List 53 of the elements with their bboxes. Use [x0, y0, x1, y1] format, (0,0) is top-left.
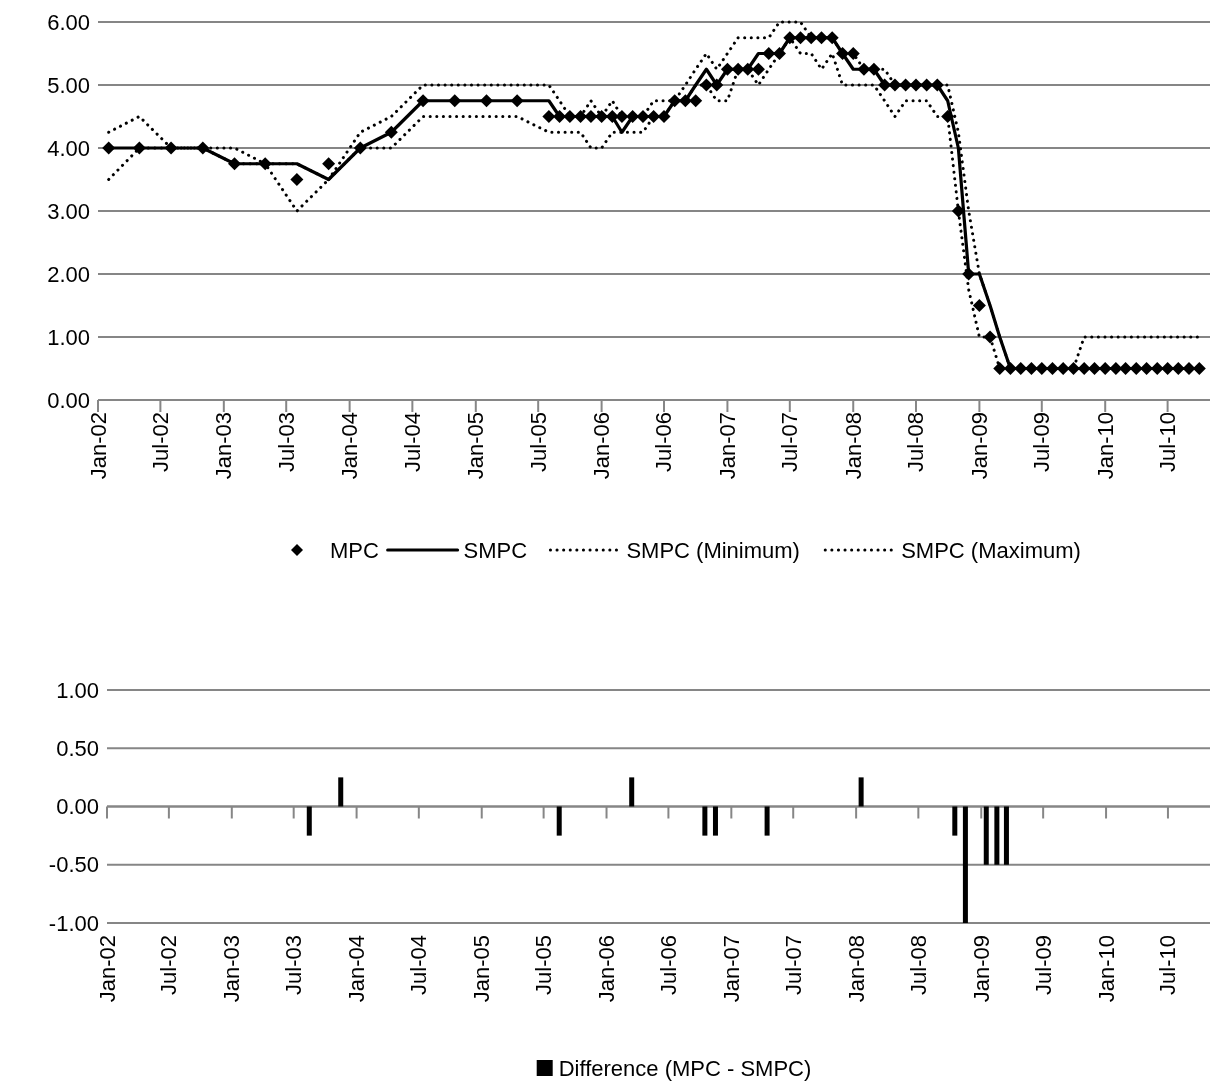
legend-label: SMPC (Minimum): [626, 537, 800, 563]
x-tick-label: Jul-03: [281, 935, 307, 995]
x-tick-label: Jan-08: [843, 935, 869, 1003]
y-tick-label: 1.00: [47, 324, 90, 350]
x-tick-label: Jan-10: [1092, 412, 1118, 480]
y-tick-label: 0.00: [47, 387, 90, 413]
x-tick-label: Jul-08: [903, 412, 929, 472]
y-tick-label: -0.50: [48, 852, 99, 878]
x-tick-label: Jul-09: [1029, 412, 1055, 472]
x-tick-label: Jul-06: [651, 412, 677, 472]
x-tick-label: Jan-10: [1093, 935, 1119, 1003]
x-tick-label: Jul-07: [780, 935, 806, 995]
x-tick-label: Jan-03: [219, 935, 245, 1003]
y-tick-label: 2.00: [47, 261, 90, 287]
x-tick-label: Jan-06: [589, 412, 615, 480]
legend-label: SMPC: [463, 537, 528, 563]
y-tick-label: 1.00: [56, 677, 99, 703]
x-tick-label: Jan-03: [211, 412, 237, 480]
x-tick-label: Jul-10: [1155, 412, 1181, 472]
x-tick-label: Jan-08: [840, 412, 866, 480]
x-tick-label: Jan-02: [94, 935, 120, 1003]
x-tick-label: Jul-04: [406, 935, 432, 995]
x-tick-label: Jan-09: [968, 935, 994, 1003]
x-tick-label: Jul-02: [147, 412, 173, 472]
legend-label: MPC: [330, 537, 379, 563]
legend-label: Difference (MPC - SMPC): [558, 1055, 812, 1081]
y-tick-label: 5.00: [47, 72, 90, 98]
x-tick-label: Jan-05: [463, 412, 489, 480]
x-tick-label: Jul-07: [777, 412, 803, 472]
y-tick-label: -1.00: [48, 910, 99, 936]
x-tick-label: Jul-05: [531, 935, 557, 995]
y-tick-label: 3.00: [47, 198, 90, 224]
x-tick-label: Jan-07: [718, 935, 744, 1003]
x-tick-label: Jan-06: [594, 935, 620, 1003]
x-tick-label: Jul-09: [1030, 935, 1056, 995]
x-tick-label: Jul-03: [273, 412, 299, 472]
y-tick-label: 0.00: [56, 794, 99, 819]
x-tick-label: Jul-10: [1155, 935, 1181, 995]
x-tick-label: Jul-02: [156, 935, 182, 995]
y-tick-label: 6.00: [47, 9, 90, 35]
x-tick-label: Jan-05: [469, 935, 495, 1003]
y-tick-label: 4.00: [47, 135, 90, 161]
x-tick-label: Jul-08: [905, 935, 931, 995]
x-tick-label: Jan-07: [714, 412, 740, 480]
x-tick-label: Jan-02: [85, 412, 111, 480]
x-tick-label: Jan-04: [344, 935, 370, 1003]
x-tick-label: Jan-09: [966, 412, 992, 480]
legend-label: SMPC (Maximum): [901, 537, 1081, 563]
y-tick-label: 0.50: [56, 735, 99, 761]
x-tick-label: Jul-04: [399, 412, 425, 472]
x-tick-label: Jul-05: [525, 412, 551, 472]
x-tick-label: Jan-04: [337, 412, 363, 480]
x-tick-label: Jul-06: [655, 935, 681, 995]
